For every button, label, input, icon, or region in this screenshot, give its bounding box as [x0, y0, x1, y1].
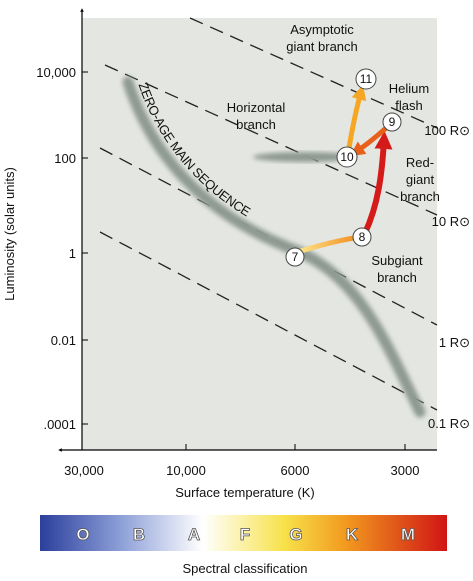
region-label: Asymptotic giant branch: [286, 22, 358, 54]
x-tick-labels: 30,000 10,000 6000 3000: [64, 463, 419, 478]
region-label: Horizontal branch: [227, 100, 286, 132]
red-giant-track: [362, 131, 393, 235]
spectral-class: O: [76, 525, 89, 544]
radius-lines: [99, 17, 438, 411]
stage-label: 7: [292, 250, 299, 264]
stage-circle: [355, 68, 377, 90]
line: Horizontal: [227, 100, 286, 115]
radius-label: 10 R⊙: [432, 214, 470, 229]
stage-label: 8: [359, 230, 366, 244]
line: Helium: [389, 81, 429, 96]
x-tick-label: 30,000: [64, 463, 104, 478]
stage-markers: 7 8 9 10 11: [285, 68, 402, 267]
y-tick-label: 100: [54, 151, 76, 166]
line: branch: [377, 270, 417, 285]
spectral-classes: O B A F G K M: [76, 525, 416, 545]
radius-line: [189, 17, 438, 129]
region-label: Red-giant branch: [400, 155, 440, 204]
spectral-label: Spectral classification: [183, 561, 308, 576]
radius-line: [99, 147, 438, 326]
line: Red-: [406, 155, 434, 170]
y-tick-label: .0001: [43, 417, 76, 432]
spectral-class: G: [289, 525, 302, 544]
stage-circle: [285, 247, 305, 267]
stage-label: 10: [340, 150, 354, 164]
x-tick-label: 6000: [281, 463, 310, 478]
spectral-class: B: [133, 525, 145, 544]
radius-label: 100 R⊙: [424, 123, 470, 138]
y-tick-label: 0.01: [51, 333, 76, 348]
line: flash: [395, 98, 422, 113]
region-label: Subgiant branch: [371, 253, 423, 285]
y-tick-label: 1: [69, 246, 76, 261]
spectral-class: A: [188, 525, 200, 544]
stage-circle: [352, 227, 372, 247]
stage-label: 9: [389, 115, 396, 129]
x-tick-label: 3000: [391, 463, 420, 478]
radius-line: [99, 231, 438, 411]
line: Asymptotic: [290, 22, 354, 37]
radius-label: 1 R⊙: [439, 335, 470, 350]
line: branch: [236, 117, 276, 132]
line: branch: [400, 189, 440, 204]
line: giant branch: [286, 39, 358, 54]
stage-circle: [336, 146, 358, 168]
helium-flash-track: [349, 126, 388, 157]
spectral-class: F: [240, 525, 250, 544]
spectral-bar: [40, 515, 447, 551]
spectral-class: M: [401, 525, 415, 544]
agb-track: [346, 84, 367, 149]
y-tick-labels: 10,000 100 1 0.01 .0001: [36, 65, 76, 432]
ticks: [82, 71, 406, 450]
region-label: Helium flash: [389, 81, 429, 113]
horizontal-branch-band: [253, 152, 357, 162]
line: Subgiant: [371, 253, 423, 268]
stage-circle: [382, 112, 402, 132]
line: giant: [406, 172, 435, 187]
y-tick-label: 10,000: [36, 65, 76, 80]
radius-line: [104, 64, 438, 216]
x-tick-label: 10,000: [166, 463, 206, 478]
spectral-class: K: [346, 525, 359, 544]
x-axis-label: Surface temperature (K): [175, 485, 314, 500]
stage-label: 11: [360, 72, 373, 86]
radius-label: 0.1 R⊙: [428, 416, 470, 431]
y-axis-label: Luminosity (solar units): [2, 167, 17, 301]
